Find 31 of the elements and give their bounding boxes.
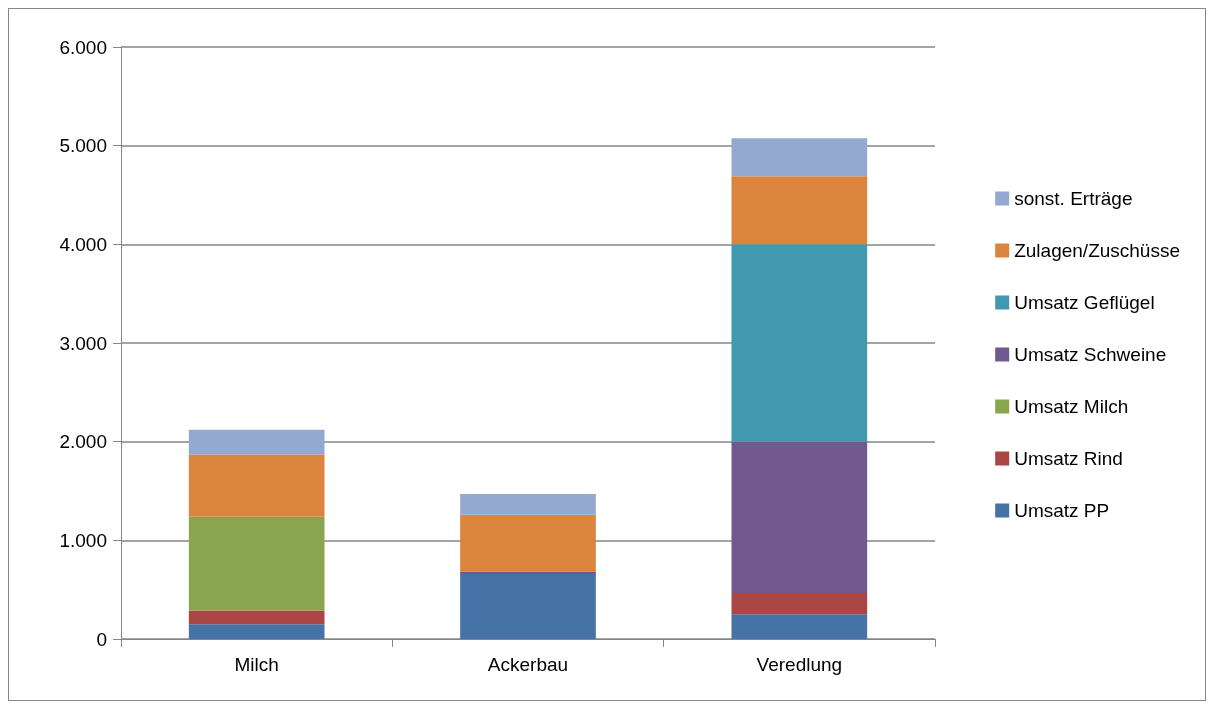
- bar: [731, 244, 868, 442]
- bar: [731, 593, 868, 615]
- bar: [731, 176, 868, 245]
- legend-label: Umsatz PP: [1014, 500, 1110, 521]
- bar: [188, 516, 325, 611]
- bar: [460, 493, 596, 515]
- bar: [731, 138, 868, 177]
- y-tick-label: 0: [96, 628, 107, 650]
- legend-label: Umsatz Geflügel: [1014, 292, 1155, 313]
- bar: [460, 514, 596, 572]
- bar: [731, 614, 868, 639]
- y-tick-label: 4.000: [59, 233, 107, 255]
- bar: [188, 429, 325, 455]
- legend-label: Umsatz Schweine: [1014, 344, 1167, 365]
- y-tick-label: 6.000: [59, 36, 107, 58]
- y-tick-label: 2.000: [59, 431, 107, 453]
- x-tick-label: Ackerbau: [487, 654, 569, 675]
- bar: [188, 610, 325, 625]
- legend-label: Zulagen/Zuschüsse: [1014, 240, 1181, 261]
- x-tick-label: Veredlung: [756, 654, 843, 675]
- bar: [188, 454, 325, 517]
- x-tick-label: Milch: [234, 654, 279, 675]
- legend-label: Umsatz Rind: [1014, 448, 1123, 469]
- y-tick-label: 1.000: [59, 529, 107, 551]
- bar: [731, 441, 868, 594]
- legend-label: Umsatz Milch: [1014, 396, 1129, 417]
- legend-label: sonst. Erträge: [1014, 188, 1133, 209]
- bar: [460, 573, 596, 639]
- bar: [188, 624, 325, 639]
- y-tick-label: 5.000: [59, 135, 107, 157]
- y-tick-label: 3.000: [59, 332, 107, 354]
